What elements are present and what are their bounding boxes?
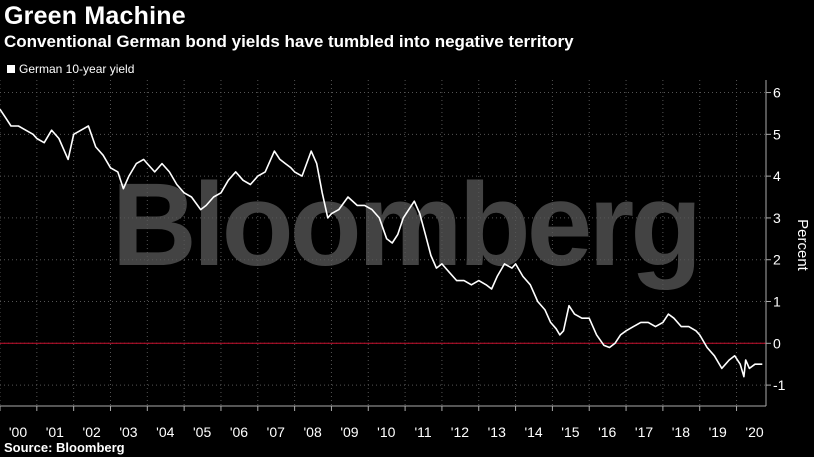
- x-tick-label: '10: [377, 424, 395, 440]
- x-tick-label: '09: [340, 424, 358, 440]
- legend: German 10-year yield: [7, 62, 134, 76]
- x-tick-label: '05: [193, 424, 211, 440]
- y-tick-label: 2: [773, 252, 781, 268]
- x-tick-label: '16: [598, 424, 616, 440]
- y-tick-label: -1: [773, 377, 786, 393]
- yield-line: [0, 108, 763, 378]
- y-tick-label: 6: [773, 85, 781, 101]
- y-tick-labels: 6 5 4 3 2 1 0 -1: [766, 85, 786, 393]
- y-tick-label: 3: [773, 210, 781, 226]
- watermark: Bloomberg: [112, 159, 699, 291]
- source-note: Source: Bloomberg: [4, 440, 125, 455]
- x-tick-label: '13: [488, 424, 506, 440]
- x-tick-label: '11: [414, 424, 431, 440]
- x-tick-label: '06: [230, 424, 248, 440]
- x-tick-label: '01: [46, 424, 64, 440]
- x-tick-label: '14: [524, 424, 542, 440]
- legend-swatch: [7, 65, 15, 73]
- chart-subtitle: Conventional German bond yields have tum…: [4, 32, 574, 51]
- x-tick-label: '04: [156, 424, 174, 440]
- x-tick-label: '15: [561, 424, 579, 440]
- x-tick-labels: '00 '01 '02 '03 '04 '05 '06 '07 '08 '09 '10 '11 '12 '…: [0, 406, 764, 440]
- x-tick-label: '18: [672, 424, 690, 440]
- y-axis-label: Percent: [794, 219, 811, 272]
- x-tick-label: '12: [451, 424, 469, 440]
- x-tick-label: '20: [745, 424, 763, 440]
- legend-label: German 10-year yield: [19, 62, 135, 76]
- y-tick-label: 5: [773, 126, 781, 142]
- x-tick-label: '07: [267, 424, 285, 440]
- y-tick-label: 0: [773, 335, 781, 351]
- x-tick-label: '00: [9, 424, 27, 440]
- x-tick-label: '17: [635, 424, 653, 440]
- y-tick-label: 1: [773, 294, 781, 310]
- x-tick-label: '08: [303, 424, 321, 440]
- x-tick-label: '03: [119, 424, 137, 440]
- y-tick-label: 4: [773, 168, 781, 184]
- x-tick-label: '02: [83, 424, 101, 440]
- x-tick-label: '19: [709, 424, 727, 440]
- chart-title: Green Machine: [4, 2, 186, 30]
